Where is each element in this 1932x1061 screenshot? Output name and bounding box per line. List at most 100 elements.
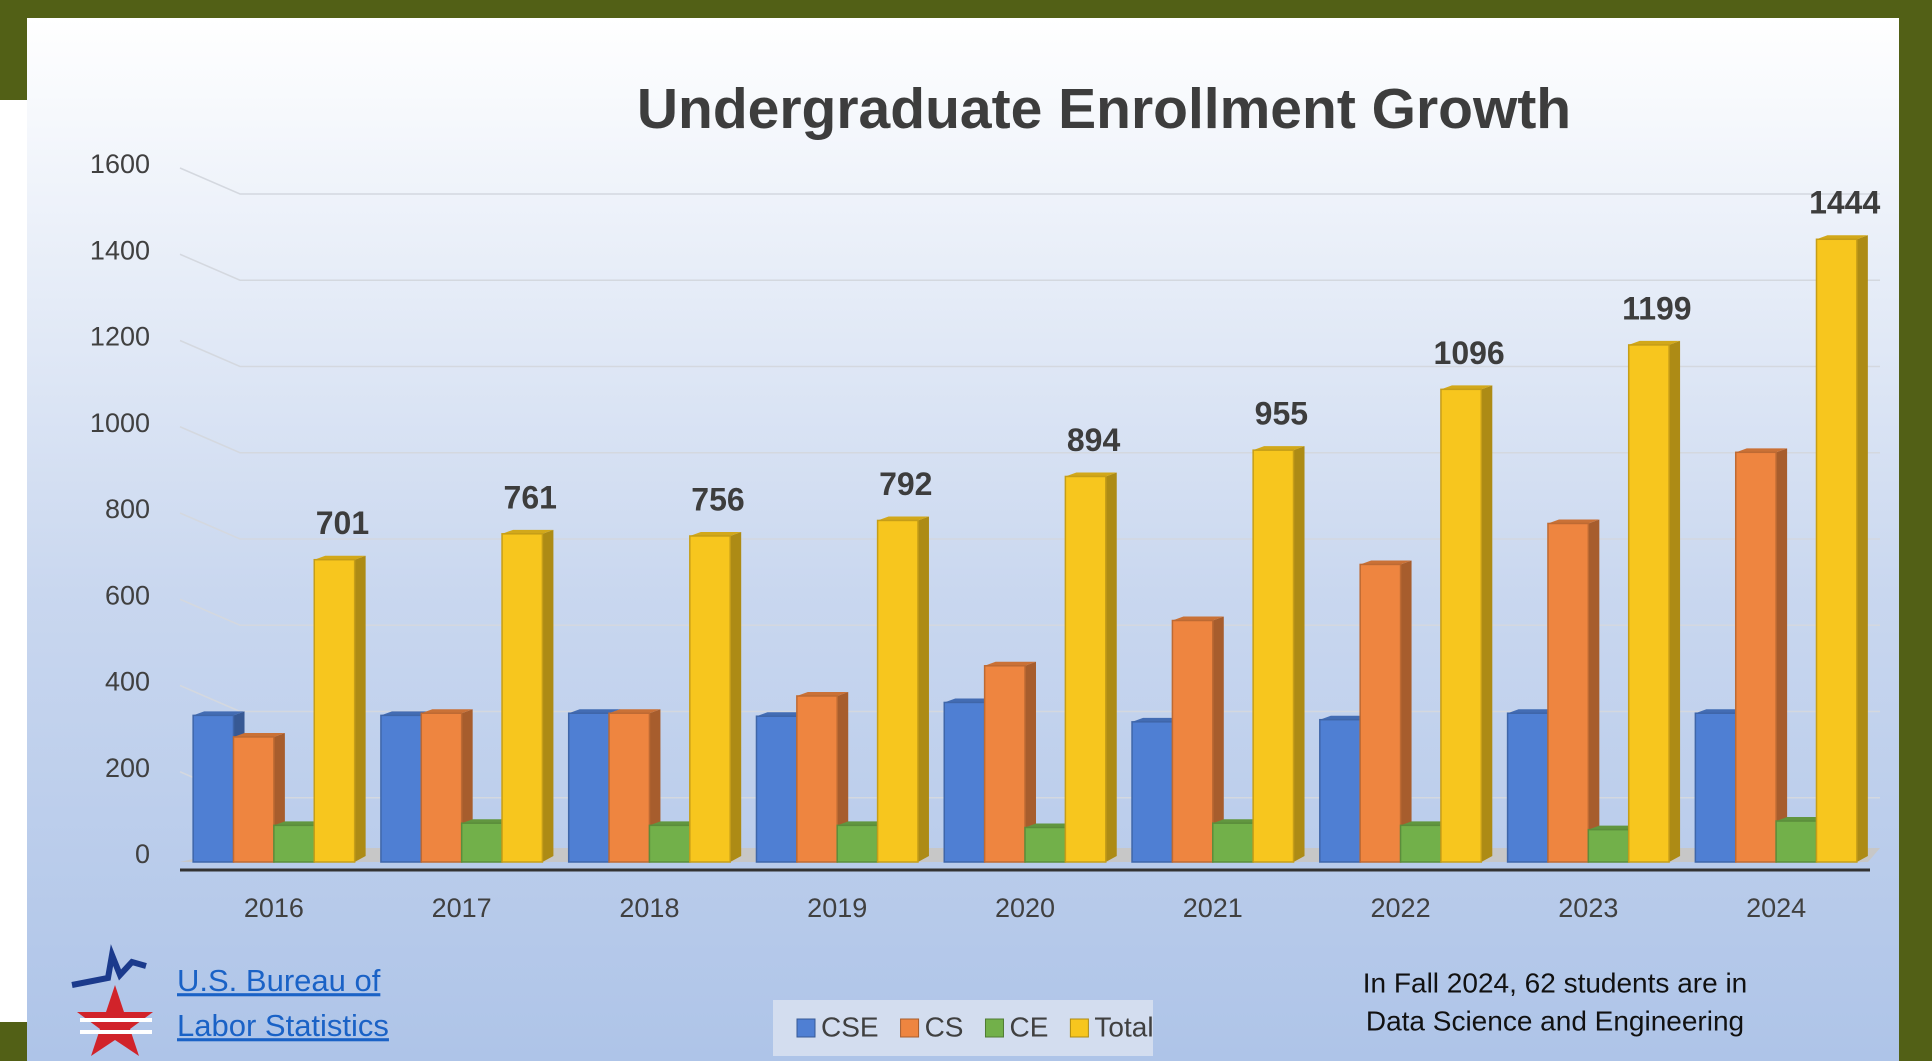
x-tick-label: 2023 (1558, 893, 1618, 923)
bar-top (1319, 715, 1372, 720)
bar (876, 519, 919, 863)
bar (1734, 451, 1777, 863)
bar-top (1588, 825, 1640, 830)
bar-top (1253, 446, 1305, 451)
legend-swatch (984, 1018, 1004, 1038)
bar (796, 695, 838, 863)
legend-swatch (796, 1018, 816, 1038)
bar (1252, 449, 1295, 863)
y-tick-label: 1200 (90, 322, 150, 352)
bar (836, 824, 879, 863)
legend-box (773, 1000, 1153, 1056)
bar-side (1856, 235, 1868, 862)
bar-top (877, 516, 929, 521)
bar (192, 714, 235, 863)
x-tick-label: 2024 (1746, 893, 1806, 923)
legend-label: CE (1009, 1011, 1048, 1042)
data-label: 1444 (1809, 185, 1880, 221)
note: In Fall 2024, 62 students are in (1363, 967, 1747, 998)
bar-side (1588, 519, 1600, 862)
x-tick-label: 2018 (619, 893, 679, 923)
bar (1627, 344, 1670, 863)
bar (755, 715, 798, 863)
source-link[interactable]: U.S. Bureau of (177, 963, 381, 998)
bar-side (1481, 385, 1493, 862)
source-link[interactable]: Labor Statistics (177, 1008, 389, 1043)
bar-top (1735, 448, 1788, 453)
x-tick-label: 2016 (244, 893, 304, 923)
bar (1064, 475, 1107, 863)
bar (943, 701, 986, 863)
bar-top (1695, 709, 1747, 714)
bar-side (1212, 616, 1224, 862)
grid-line (179, 339, 1880, 368)
bar-top (1400, 821, 1452, 826)
bar (1587, 828, 1630, 863)
y-tick-label: 0 (135, 839, 150, 869)
bar (983, 665, 1026, 863)
bar-top (1025, 823, 1077, 828)
bar-top (461, 819, 514, 824)
bar-top (609, 709, 661, 714)
bar-side (1105, 472, 1117, 862)
bar-side (1293, 446, 1305, 862)
bar-top (944, 698, 996, 703)
bar-top (1507, 709, 1559, 714)
legend-label: CSE (821, 1011, 879, 1042)
bar-top (193, 711, 245, 716)
bar (1815, 238, 1858, 863)
logo (71, 944, 153, 1056)
y-tick-label: 800 (105, 494, 150, 524)
legend-swatch (1069, 1018, 1089, 1038)
chart-title: Undergraduate Enrollment Growth (637, 77, 1571, 141)
bar (1131, 721, 1174, 863)
bar (1319, 718, 1361, 863)
bar (380, 714, 423, 863)
bar-top (689, 531, 742, 536)
bar-side (730, 531, 742, 862)
data-label: 761 (504, 479, 557, 515)
x-tick-label: 2019 (807, 893, 867, 923)
bar-top (421, 709, 473, 714)
bar-side (542, 529, 554, 862)
grid-line (179, 598, 1880, 626)
y-tick-label: 1600 (90, 149, 150, 179)
bar (1024, 826, 1067, 863)
bar (608, 712, 651, 863)
data-label: 756 (691, 481, 744, 517)
bar (1694, 712, 1737, 863)
bar-top (380, 711, 433, 716)
legend-label: Total (1094, 1011, 1153, 1042)
bar (648, 824, 691, 863)
bar-top (1628, 340, 1681, 345)
bar-top (1212, 819, 1265, 824)
bar-side (917, 516, 929, 862)
side-strip (0, 100, 27, 1022)
note: Data Science and Engineering (1366, 1005, 1744, 1036)
bar (1775, 820, 1818, 863)
bar (232, 736, 275, 863)
y-tick-label: 600 (105, 580, 150, 610)
data-label: 792 (879, 466, 932, 502)
y-tick-label: 1400 (90, 235, 150, 265)
bar (1359, 563, 1402, 863)
bar-top (314, 555, 366, 560)
bar-top (756, 712, 808, 717)
legend-swatch (900, 1018, 920, 1038)
bar-top (1360, 560, 1412, 565)
bar-side (1400, 560, 1412, 862)
x-tick-label: 2021 (1183, 893, 1243, 923)
bar-top (233, 732, 285, 737)
data-label: 955 (1255, 396, 1308, 432)
y-tick-label: 400 (105, 667, 150, 697)
bar-top (1816, 235, 1868, 240)
bar-top (984, 661, 1036, 666)
bar (460, 822, 503, 863)
bar-top (502, 529, 554, 534)
bar-top (568, 709, 621, 714)
bar-top (1776, 817, 1828, 822)
bar (567, 712, 610, 863)
bar (1171, 619, 1214, 863)
bar-top (273, 821, 326, 826)
